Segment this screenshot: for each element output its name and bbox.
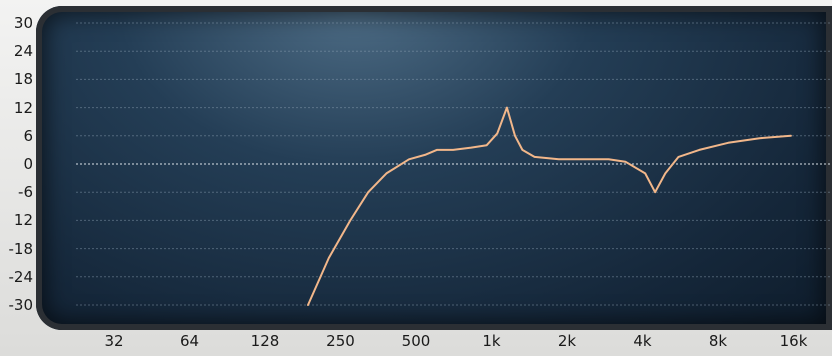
y-tick-label: 18: [13, 70, 33, 89]
y-tick-label: 24: [13, 42, 33, 61]
x-tick-label: 500: [401, 332, 431, 350]
eq-response-curve: [307, 106, 792, 306]
x-tick-label: 16k: [779, 332, 808, 350]
y-tick-label: 12: [13, 98, 33, 117]
y-tick-label: 30: [13, 14, 33, 32]
x-tick-label: 1k: [482, 332, 501, 350]
x-tick-label: 128: [250, 332, 280, 350]
y-tick-label: 0: [23, 155, 33, 173]
y-tick-label: -18: [8, 239, 34, 258]
y-tick-label: -30: [8, 296, 34, 314]
y-tick-label: 6: [23, 126, 33, 145]
x-tick-label: 4k: [633, 332, 652, 350]
grid-lines: [76, 22, 832, 306]
y-tick-label: 12: [13, 211, 33, 230]
x-tick-label: 8k: [708, 332, 728, 350]
eq-plot: [76, 22, 832, 306]
x-tick-label: 32: [104, 332, 124, 350]
eq-display[interactable]: [36, 6, 832, 330]
y-tick-label: -6: [18, 183, 33, 202]
y-tick-label: -24: [8, 267, 34, 286]
x-tick-label: 2k: [557, 332, 577, 350]
x-tick-label: 64: [179, 332, 200, 350]
x-tick-label: 250: [326, 332, 355, 350]
